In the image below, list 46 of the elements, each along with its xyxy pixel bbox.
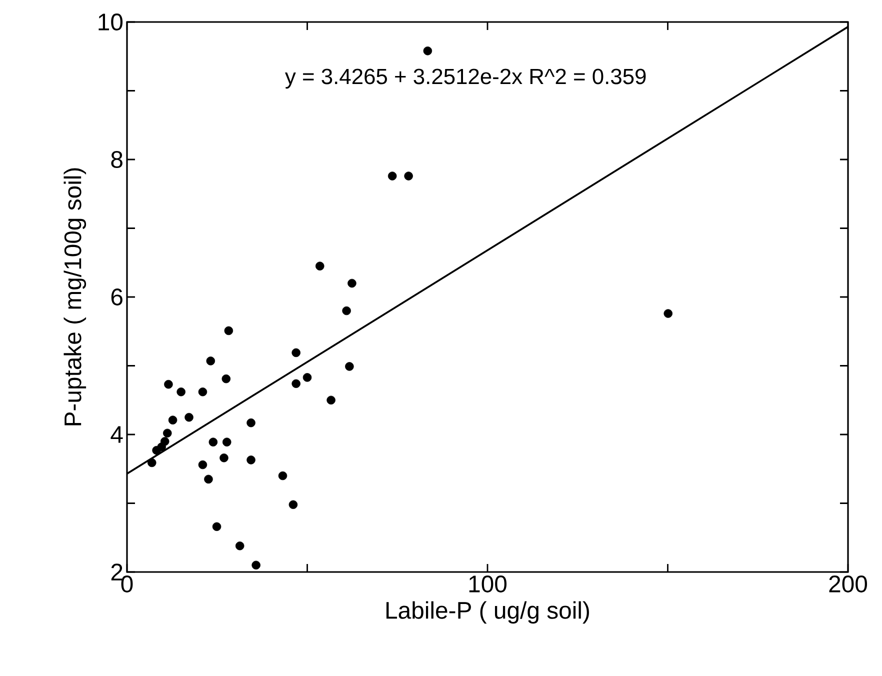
point [404, 172, 413, 180]
point [206, 356, 216, 366]
point [235, 541, 244, 550]
point [388, 172, 397, 180]
y-tick-label: 6 [111, 288, 122, 306]
point [664, 309, 672, 318]
point [302, 373, 312, 382]
point [204, 474, 213, 484]
point [164, 380, 173, 389]
x-tick-label: 100 [469, 576, 507, 592]
point [208, 438, 218, 446]
x-tick-label: 200 [829, 576, 868, 592]
point [160, 436, 170, 446]
point [224, 326, 234, 336]
point [176, 387, 186, 396]
point [198, 460, 208, 470]
point [162, 428, 172, 438]
point [252, 560, 260, 570]
point [212, 522, 222, 532]
point [246, 418, 256, 428]
point [345, 362, 354, 371]
y-axis-title: P-uptake ( mg/100g soil) [64, 168, 86, 426]
point [315, 262, 324, 270]
point [222, 374, 231, 384]
y-tick-label: 8 [111, 151, 122, 168]
point [198, 387, 208, 396]
y-tick-label: 4 [110, 426, 123, 443]
point [222, 438, 232, 446]
point [348, 278, 356, 288]
point [292, 348, 300, 358]
point [246, 456, 256, 464]
point [292, 379, 300, 388]
point [168, 416, 178, 424]
y-tick-label: 2 [111, 564, 122, 580]
point [423, 46, 432, 56]
point [288, 500, 298, 510]
point [184, 412, 194, 422]
point [147, 458, 156, 468]
x-axis-title: Labile-P ( ug/g soil) [386, 601, 589, 624]
y-tick-label: 10 [98, 14, 123, 30]
x-tick-label: 0 [121, 576, 133, 592]
annotation: y = 3.4265 + 3.2512e-2x R^2 = 0.359 [284, 68, 646, 89]
point [220, 453, 228, 462]
point [326, 396, 336, 405]
point [342, 306, 351, 316]
point [278, 471, 288, 480]
